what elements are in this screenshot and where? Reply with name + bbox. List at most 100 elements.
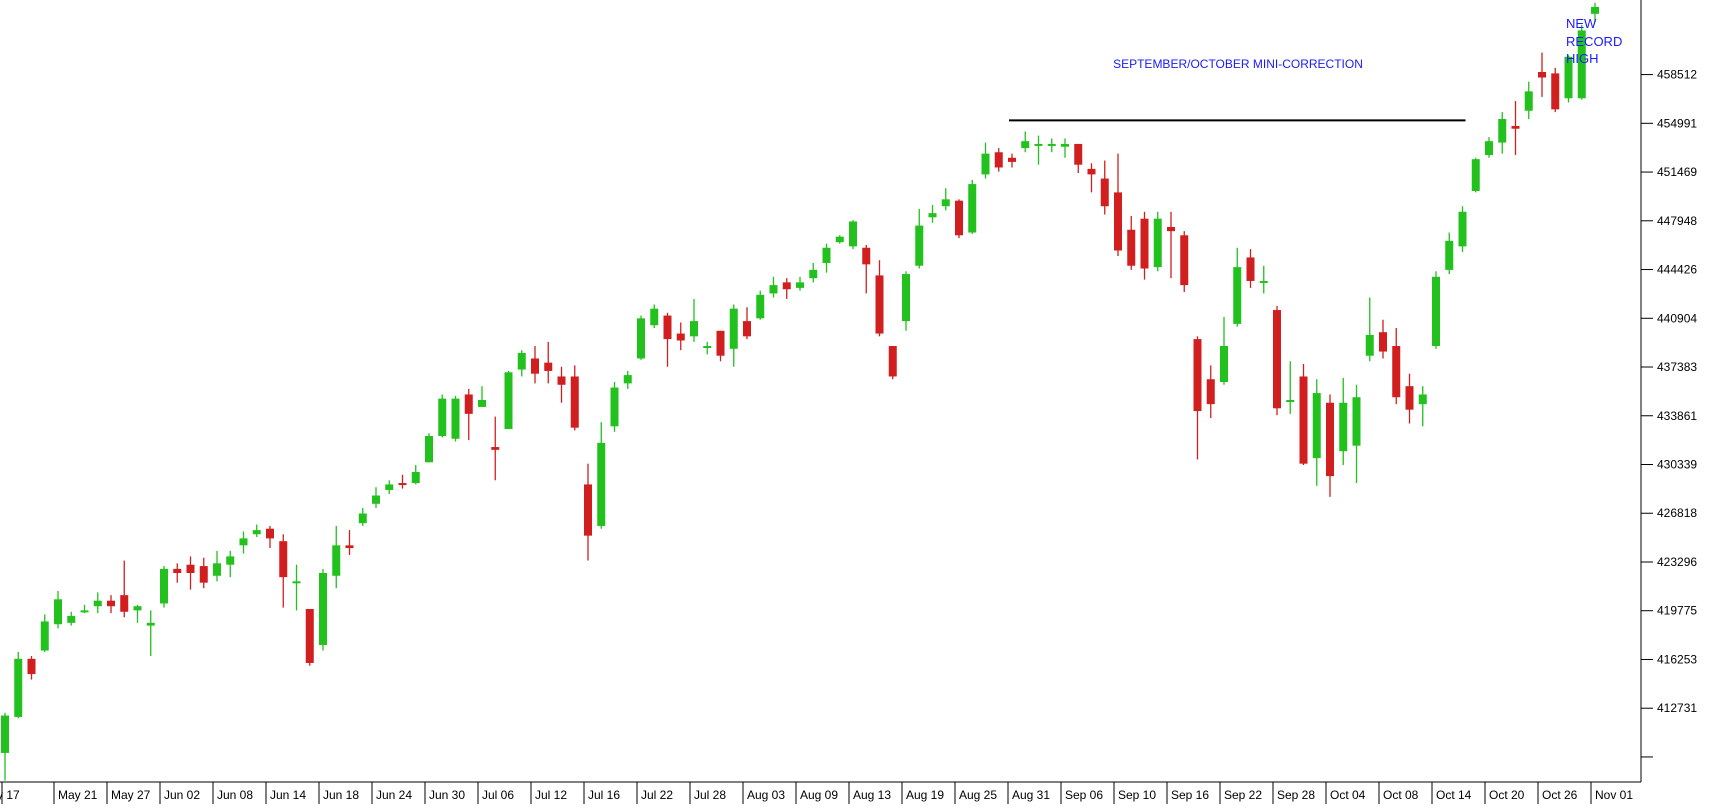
candle-body bbox=[1352, 397, 1361, 446]
candle-body bbox=[398, 483, 407, 486]
candle-body bbox=[862, 247, 871, 265]
x-tick-label: Jun 02 bbox=[164, 788, 200, 802]
candle-body bbox=[332, 545, 341, 576]
record-high-label-line1: NEW bbox=[1566, 16, 1597, 31]
x-tick-label: Jul 16 bbox=[588, 788, 620, 802]
candle bbox=[888, 346, 897, 380]
candle bbox=[1591, 2, 1599, 23]
candle bbox=[491, 416, 500, 481]
candle-body bbox=[146, 622, 155, 626]
candle-body bbox=[769, 285, 778, 294]
x-tick-label: Sep 16 bbox=[1171, 788, 1209, 802]
candle bbox=[1365, 297, 1374, 362]
candle bbox=[1405, 373, 1414, 424]
candle bbox=[610, 382, 619, 432]
candle-body bbox=[1564, 56, 1573, 99]
candle bbox=[173, 563, 182, 583]
candle bbox=[1538, 52, 1546, 97]
x-tick-label: Sep 10 bbox=[1118, 788, 1156, 802]
candle bbox=[1524, 81, 1533, 120]
x-tick-label: Jul 22 bbox=[641, 788, 673, 802]
candle-body bbox=[67, 615, 76, 623]
candle-body bbox=[690, 321, 698, 337]
candle bbox=[1392, 328, 1401, 405]
record-high-label-line2: RECORD bbox=[1566, 34, 1622, 49]
candle-body bbox=[372, 495, 380, 504]
candle-body bbox=[1206, 379, 1215, 405]
candle bbox=[1087, 163, 1096, 193]
candle bbox=[305, 608, 314, 666]
candle bbox=[464, 388, 473, 441]
candle-body bbox=[1034, 143, 1043, 146]
candle bbox=[1312, 379, 1321, 486]
y-tick-label: 423296 bbox=[1657, 555, 1697, 569]
candle-body bbox=[941, 199, 950, 207]
x-tick-label: Jul 28 bbox=[694, 788, 726, 802]
y-tick-label: 416253 bbox=[1657, 652, 1697, 666]
y-tick-label: 440904 bbox=[1657, 311, 1697, 325]
candle bbox=[398, 474, 407, 489]
candle-body bbox=[478, 399, 486, 407]
candle bbox=[186, 556, 195, 590]
candle-body bbox=[1047, 143, 1056, 146]
candle-body bbox=[1418, 394, 1427, 405]
x-tick-label: Oct 14 bbox=[1436, 788, 1472, 802]
candle bbox=[93, 592, 102, 614]
candle bbox=[160, 566, 168, 608]
x-tick-label: Sep 06 bbox=[1065, 788, 1103, 802]
candle bbox=[875, 260, 884, 337]
candle bbox=[782, 278, 791, 299]
x-tick-label: Jul 06 bbox=[482, 788, 514, 802]
candle bbox=[796, 276, 804, 291]
candle-body bbox=[968, 184, 977, 233]
candle-body bbox=[1286, 399, 1295, 402]
candle-body bbox=[80, 610, 89, 613]
candle-body bbox=[266, 528, 274, 539]
x-tick-label: Aug 09 bbox=[800, 788, 838, 802]
candle bbox=[213, 550, 221, 582]
candle-body bbox=[1299, 376, 1308, 464]
candle bbox=[1259, 265, 1268, 294]
x-tick-label: May 21 bbox=[58, 788, 98, 802]
candle bbox=[1564, 55, 1573, 103]
x-tick-label: Oct 26 bbox=[1542, 788, 1578, 802]
candle bbox=[1273, 305, 1281, 416]
x-tick-label: Jul 12 bbox=[535, 788, 567, 802]
candle bbox=[332, 525, 341, 589]
candle-body bbox=[292, 581, 301, 584]
candle bbox=[1153, 211, 1162, 272]
candle-body bbox=[411, 471, 420, 484]
candle-body bbox=[1551, 73, 1560, 110]
candle bbox=[1458, 206, 1467, 252]
candle bbox=[1193, 336, 1202, 460]
candle bbox=[835, 235, 844, 244]
candle bbox=[319, 568, 327, 651]
candle bbox=[120, 560, 129, 618]
candle-body bbox=[40, 621, 49, 651]
x-tick-label: Jun 08 bbox=[217, 788, 253, 802]
candle bbox=[1445, 232, 1454, 275]
candle-body bbox=[835, 236, 844, 243]
candle-body bbox=[1538, 71, 1546, 78]
candle-body bbox=[54, 599, 62, 625]
candle-body bbox=[729, 308, 738, 349]
x-tick-label: Sep 22 bbox=[1224, 788, 1262, 802]
candle bbox=[1114, 153, 1122, 257]
candle bbox=[716, 330, 725, 362]
candle-body bbox=[1312, 393, 1321, 459]
candle bbox=[1206, 365, 1215, 418]
x-tick-label: Sep 28 bbox=[1277, 788, 1315, 802]
candle bbox=[809, 262, 818, 283]
candle-body bbox=[252, 530, 261, 535]
candle bbox=[690, 298, 698, 342]
candle-body bbox=[915, 225, 924, 266]
candle bbox=[743, 307, 751, 340]
candle-body bbox=[1524, 91, 1533, 111]
candle-body bbox=[756, 294, 765, 319]
candle bbox=[1100, 160, 1109, 215]
candle bbox=[623, 370, 632, 389]
candle bbox=[557, 366, 566, 403]
candle-body bbox=[782, 282, 791, 290]
candle-body bbox=[663, 315, 672, 340]
